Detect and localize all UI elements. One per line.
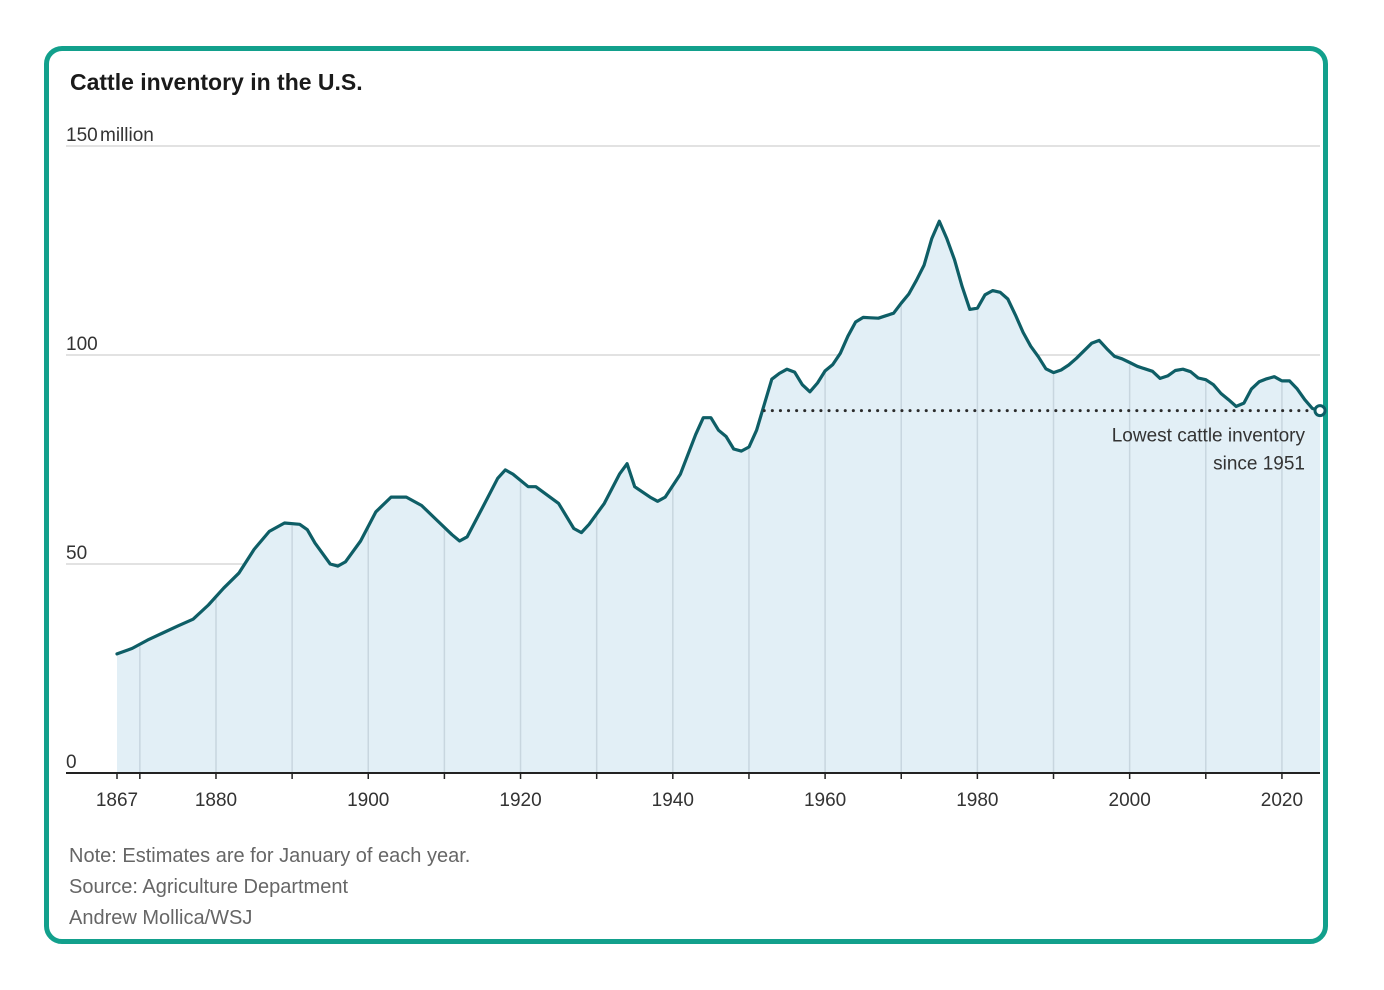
endpoint-marker: [1313, 404, 1327, 418]
annotation-layer: Lowest cattle inventory since 1951: [762, 404, 1327, 475]
area-layer: [115, 219, 1322, 773]
x-tick-label: 1960: [804, 790, 846, 811]
x-tick-label: 1880: [195, 790, 237, 811]
annotation-line2: since 1951: [1213, 454, 1305, 475]
y-tick-label: 50: [66, 543, 87, 564]
note-text: Note: Estimates are for January of each …: [69, 845, 471, 867]
x-tick-label: 2020: [1261, 790, 1303, 811]
y-tick-label: 0: [66, 752, 77, 773]
chart-title: Cattle inventory in the U.S.: [70, 69, 363, 95]
x-tick-label: 1920: [499, 790, 541, 811]
y-tick-label: 100: [66, 334, 98, 355]
area-fill: [117, 221, 1320, 773]
x-tick-label: 1900: [347, 790, 389, 811]
axis-layer: [66, 772, 1320, 779]
annotation-line1: Lowest cattle inventory: [1112, 426, 1306, 447]
chart-notes: Note: Estimates are for January of each …: [69, 841, 470, 934]
series-line: [115, 219, 1322, 656]
y-unit-label: million: [100, 125, 154, 146]
x-tick-label: 2000: [1109, 790, 1151, 811]
x-tick-label: 1867: [96, 790, 138, 811]
x-tick-label: 1940: [652, 790, 694, 811]
x-tick-label: 1980: [956, 790, 998, 811]
tick-labels: 150 million 100 50 0 1867 1880 1900 1920 1940 1960…: [66, 125, 1303, 811]
source-text: Source: Agriculture Department: [69, 876, 349, 898]
credit-text: Andrew Mollica/WSJ: [69, 907, 253, 929]
y-tick-label: 150: [66, 125, 98, 146]
